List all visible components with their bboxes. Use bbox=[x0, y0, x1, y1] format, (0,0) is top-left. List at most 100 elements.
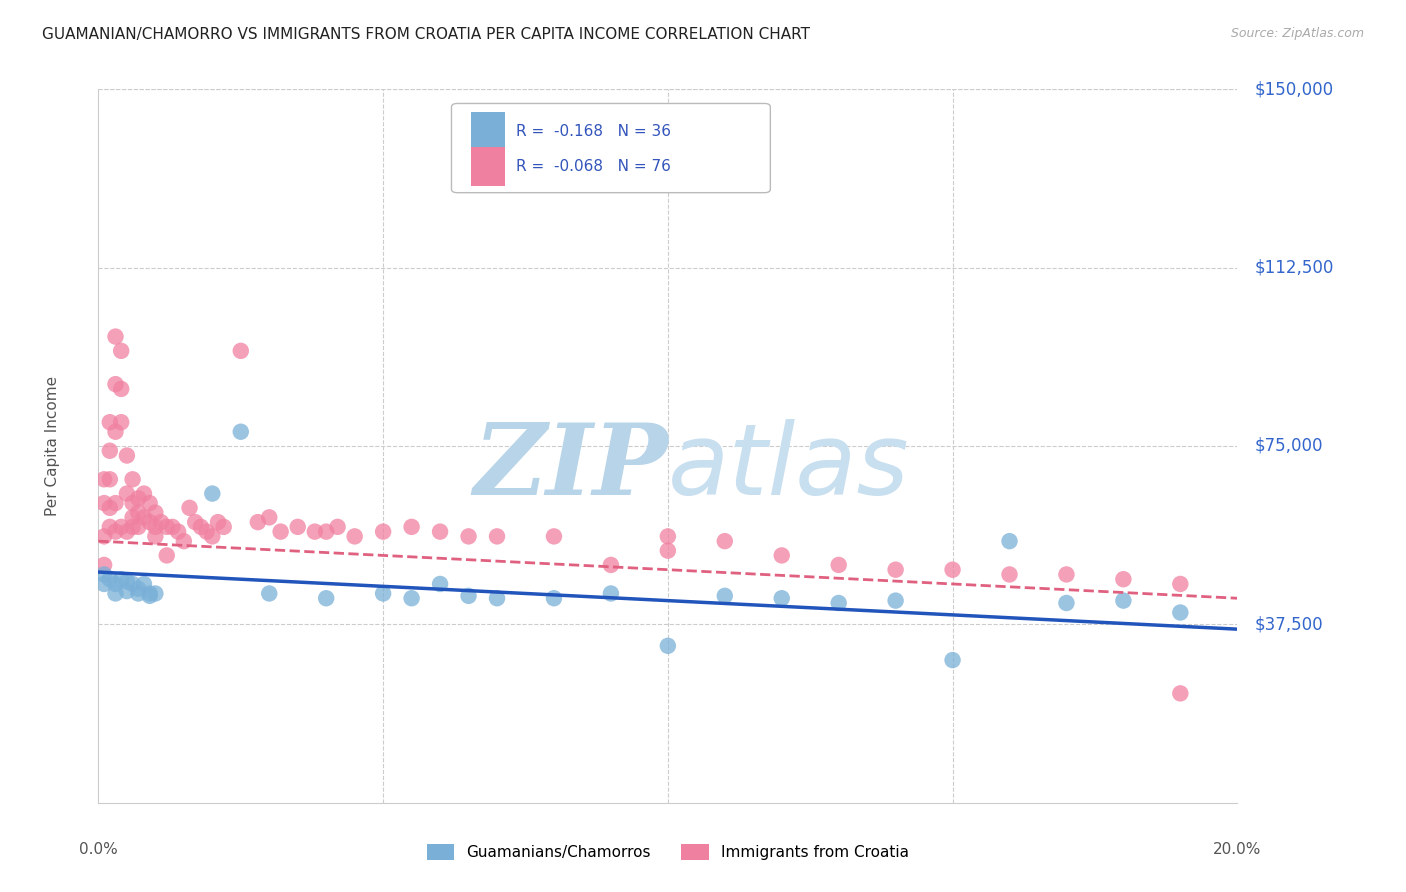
Point bbox=[714, 589, 737, 603]
Point bbox=[828, 596, 851, 610]
Point bbox=[138, 515, 160, 529]
Point bbox=[184, 515, 207, 529]
Point bbox=[98, 472, 121, 486]
Point bbox=[145, 506, 167, 520]
Point bbox=[150, 515, 173, 529]
Text: Source: ZipAtlas.com: Source: ZipAtlas.com bbox=[1230, 27, 1364, 40]
Point bbox=[93, 472, 115, 486]
Text: ZIP: ZIP bbox=[472, 419, 668, 516]
Point bbox=[828, 558, 851, 572]
Point bbox=[600, 586, 623, 600]
Point bbox=[167, 524, 190, 539]
Point bbox=[401, 591, 423, 606]
Point bbox=[884, 593, 907, 607]
FancyBboxPatch shape bbox=[471, 146, 505, 186]
Point bbox=[98, 415, 121, 429]
Point bbox=[429, 577, 451, 591]
Point bbox=[1170, 686, 1192, 700]
Point bbox=[132, 486, 155, 500]
Point bbox=[127, 586, 149, 600]
Point bbox=[93, 496, 115, 510]
Point bbox=[543, 591, 565, 606]
Point bbox=[343, 529, 366, 543]
Point bbox=[104, 329, 127, 343]
Point bbox=[115, 449, 138, 463]
Point bbox=[110, 343, 132, 358]
Point bbox=[201, 529, 224, 543]
Point bbox=[1056, 596, 1078, 610]
Point bbox=[98, 520, 121, 534]
Point bbox=[173, 534, 195, 549]
Point bbox=[110, 382, 132, 396]
Point bbox=[121, 496, 143, 510]
Point bbox=[998, 567, 1021, 582]
Text: $150,000: $150,000 bbox=[1254, 80, 1333, 98]
FancyBboxPatch shape bbox=[451, 103, 770, 193]
Point bbox=[138, 589, 160, 603]
Point bbox=[93, 577, 115, 591]
Text: $112,500: $112,500 bbox=[1254, 259, 1334, 277]
Point bbox=[201, 486, 224, 500]
Point bbox=[884, 563, 907, 577]
Point bbox=[600, 558, 623, 572]
Point bbox=[373, 524, 395, 539]
Point bbox=[145, 586, 167, 600]
Point bbox=[132, 510, 155, 524]
Point bbox=[770, 549, 793, 563]
Point bbox=[212, 520, 235, 534]
Point bbox=[259, 586, 281, 600]
Point bbox=[770, 591, 793, 606]
Text: Per Capita Income: Per Capita Income bbox=[45, 376, 60, 516]
Point bbox=[104, 377, 127, 392]
Point bbox=[657, 529, 679, 543]
Point bbox=[127, 491, 149, 506]
Text: GUAMANIAN/CHAMORRO VS IMMIGRANTS FROM CROATIA PER CAPITA INCOME CORRELATION CHAR: GUAMANIAN/CHAMORRO VS IMMIGRANTS FROM CR… bbox=[42, 27, 810, 42]
Point bbox=[127, 582, 149, 596]
Point bbox=[93, 567, 115, 582]
Point bbox=[229, 343, 252, 358]
Point bbox=[259, 510, 281, 524]
Point bbox=[486, 591, 509, 606]
Point bbox=[115, 524, 138, 539]
Point bbox=[543, 529, 565, 543]
Point bbox=[98, 500, 121, 515]
Point bbox=[104, 586, 127, 600]
Point bbox=[127, 520, 149, 534]
Point bbox=[315, 524, 337, 539]
Point bbox=[657, 639, 679, 653]
Point bbox=[132, 577, 155, 591]
Point bbox=[429, 524, 451, 539]
Point bbox=[998, 534, 1021, 549]
Point bbox=[93, 529, 115, 543]
Point bbox=[373, 586, 395, 600]
Point bbox=[138, 586, 160, 600]
Point bbox=[270, 524, 292, 539]
FancyBboxPatch shape bbox=[471, 112, 505, 152]
Point bbox=[110, 572, 132, 586]
Point bbox=[104, 425, 127, 439]
Text: atlas: atlas bbox=[668, 419, 910, 516]
Point bbox=[486, 529, 509, 543]
Point bbox=[138, 496, 160, 510]
Point bbox=[714, 534, 737, 549]
Point bbox=[145, 520, 167, 534]
Point bbox=[104, 496, 127, 510]
Point bbox=[121, 510, 143, 524]
Point bbox=[121, 520, 143, 534]
Point bbox=[179, 500, 201, 515]
Point bbox=[121, 472, 143, 486]
Point bbox=[1056, 567, 1078, 582]
Point bbox=[98, 572, 121, 586]
Text: $75,000: $75,000 bbox=[1254, 437, 1323, 455]
Text: 20.0%: 20.0% bbox=[1213, 842, 1261, 857]
Point bbox=[287, 520, 309, 534]
Point bbox=[1170, 606, 1192, 620]
Point bbox=[326, 520, 349, 534]
Point bbox=[127, 506, 149, 520]
Point bbox=[121, 577, 143, 591]
Point bbox=[401, 520, 423, 534]
Point bbox=[115, 584, 138, 599]
Point bbox=[110, 520, 132, 534]
Point bbox=[457, 529, 479, 543]
Point bbox=[942, 653, 965, 667]
